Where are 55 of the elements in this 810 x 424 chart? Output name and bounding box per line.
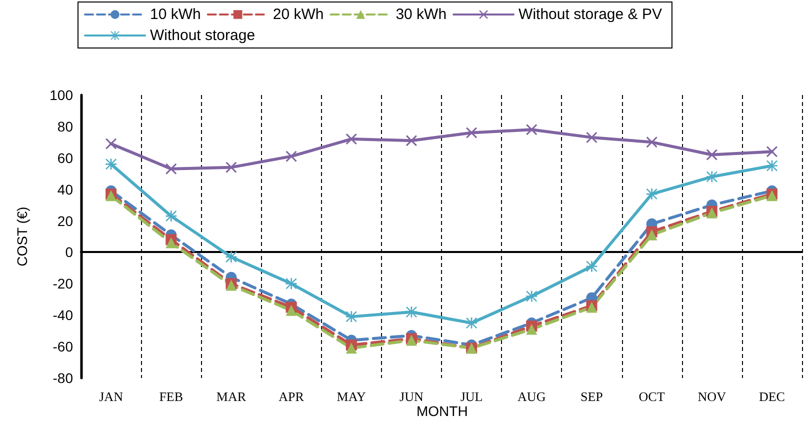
- point: [346, 342, 357, 354]
- point: [766, 146, 778, 158]
- point: [766, 160, 778, 172]
- y-tick-label: -20: [52, 276, 74, 292]
- y-tick-label: 100: [50, 87, 74, 103]
- x-tick-label: AUG: [518, 389, 546, 404]
- y-axis-title: COST (€): [14, 206, 30, 266]
- x-tick-label: MAR: [216, 389, 246, 404]
- point: [226, 251, 237, 262]
- point: [706, 171, 718, 182]
- point: [646, 136, 658, 148]
- x-axis-title: MONTH: [416, 403, 468, 419]
- legend-label: 20 kWh: [272, 6, 324, 23]
- x-tick-label: JUN: [400, 389, 424, 404]
- y-tick-label: 60: [57, 150, 74, 166]
- point: [706, 149, 718, 160]
- point: [646, 229, 658, 240]
- point: [526, 290, 538, 302]
- point: [106, 138, 117, 150]
- y-tick-label: 20: [57, 212, 74, 229]
- legend-label: Without storage: [150, 27, 256, 44]
- y-tick-label: -60: [52, 338, 74, 355]
- point: [346, 134, 357, 145]
- point: [586, 260, 598, 272]
- legend-label: 30 kWh: [396, 6, 447, 23]
- x-tick-label: OCT: [638, 389, 665, 404]
- x-tick-label: DEC: [758, 389, 785, 404]
- point: [286, 278, 297, 290]
- point: [286, 304, 297, 316]
- point: [526, 324, 538, 335]
- legend-label: Without storage & PV: [518, 6, 662, 23]
- x-tick-label: APR: [278, 389, 304, 404]
- point: [466, 127, 478, 138]
- x-tick-label: SEP: [580, 389, 603, 404]
- point: [526, 124, 538, 136]
- point: [406, 135, 417, 146]
- y-tick-label: -40: [52, 307, 74, 324]
- y-tick-label: 40: [57, 181, 74, 198]
- x-tick-label: MAY: [336, 389, 367, 404]
- point: [646, 188, 658, 200]
- point: [166, 237, 177, 248]
- x-tick-label: JUL: [460, 389, 483, 404]
- y-tick-label: -80: [52, 370, 74, 386]
- y-tick-label: 80: [57, 118, 74, 134]
- point: [586, 132, 598, 143]
- y-tick-label: 0: [65, 244, 74, 260]
- point: [226, 162, 237, 173]
- legend-label: 10 kWh: [150, 6, 201, 23]
- x-tick-label: NOV: [698, 389, 727, 404]
- point: [286, 150, 297, 162]
- point: [166, 163, 177, 174]
- point: [346, 311, 357, 322]
- x-tick-label: JAN: [99, 389, 124, 404]
- point: [106, 158, 117, 170]
- x-tick-label: FEB: [159, 389, 184, 404]
